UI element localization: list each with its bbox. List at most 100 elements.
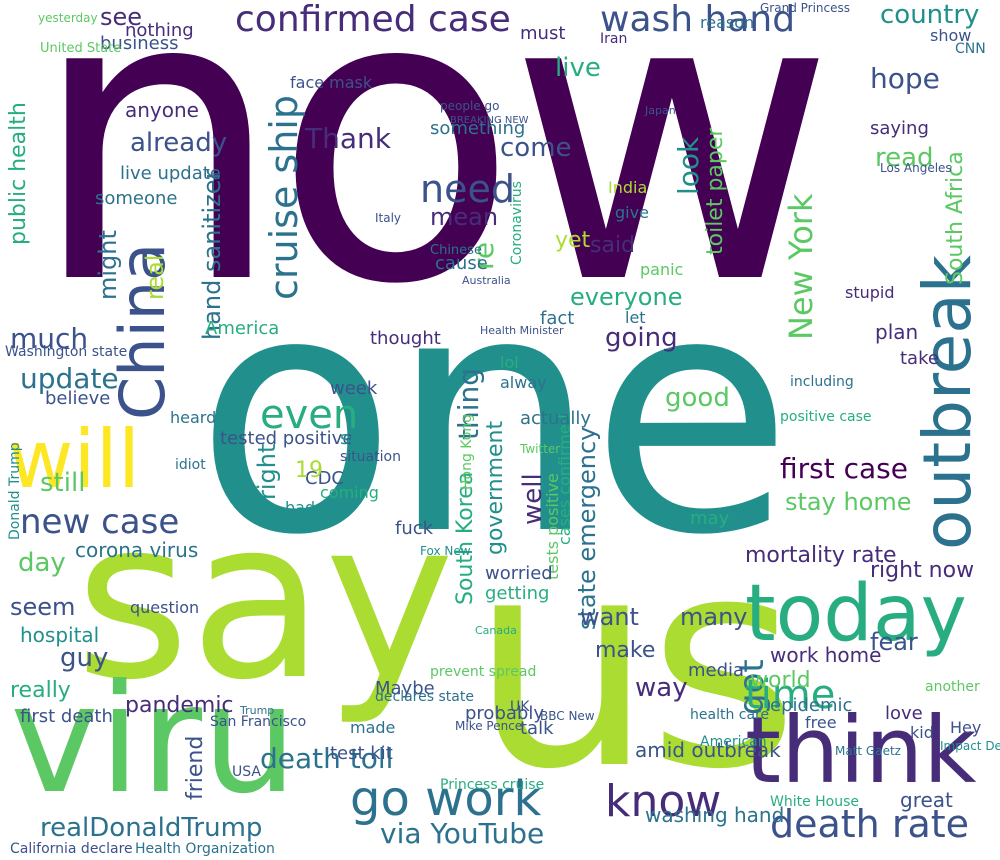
word-bad: bad bbox=[285, 498, 316, 517]
word-kid: kid bbox=[910, 723, 934, 742]
word-right: right bbox=[253, 443, 281, 500]
word-pandemic: pandemic bbox=[125, 693, 234, 718]
word-saying: saying bbox=[870, 118, 929, 139]
word-yet: yet bbox=[555, 228, 591, 253]
word-new-york: New York bbox=[782, 193, 820, 340]
word-san-francisco: San Francisco bbox=[210, 714, 307, 730]
word-health-organization: Health Organization bbox=[135, 841, 275, 857]
word-uk: UK bbox=[510, 699, 530, 715]
word-mike-pence: Mike Pence bbox=[455, 719, 523, 733]
word-government: government bbox=[483, 420, 508, 555]
word-read: read bbox=[875, 143, 934, 173]
word-confirmed-case: confirmed case bbox=[235, 0, 511, 40]
word-see: see bbox=[100, 3, 143, 31]
word-work-home: work home bbox=[770, 643, 882, 667]
word-give: give bbox=[615, 203, 649, 222]
word-seem: seem bbox=[10, 593, 76, 621]
word-someone: someone bbox=[95, 188, 178, 209]
word-say: say bbox=[75, 472, 455, 728]
word-hong-kong: Hong Kong bbox=[459, 413, 475, 490]
word-twitter: Twitter bbox=[520, 442, 561, 456]
word-canada: Canada bbox=[475, 624, 517, 637]
word-believe: believe bbox=[45, 388, 111, 409]
word-bbc-new: BBC New bbox=[540, 709, 595, 723]
word-really: really bbox=[10, 678, 71, 703]
word-health-minister: Health Minister bbox=[480, 324, 564, 337]
word-state-emergency: state emergency bbox=[573, 426, 601, 630]
word-see-2: live bbox=[555, 53, 601, 83]
word-actually: actually bbox=[520, 408, 592, 429]
word-need: need bbox=[420, 167, 515, 211]
word-prevent-spread: prevent spread bbox=[430, 664, 537, 680]
word-hospital: hospital bbox=[20, 623, 100, 647]
word-us: us bbox=[470, 496, 799, 833]
word-getting: getting bbox=[485, 583, 550, 604]
word-update: update bbox=[20, 362, 119, 395]
word-day: day bbox=[18, 548, 66, 578]
word-los-angeles: Los Angeles bbox=[880, 161, 952, 175]
word-make: make bbox=[595, 638, 656, 663]
word-south-korea: South Korea bbox=[453, 471, 478, 605]
word-many: many bbox=[680, 603, 748, 631]
word-chinese: Chinese bbox=[430, 243, 482, 258]
word-italy: Italy bbox=[375, 211, 402, 225]
word-live-update: live update bbox=[120, 163, 221, 184]
word-might: might bbox=[94, 230, 122, 300]
word-take: take bbox=[900, 348, 939, 369]
word-worried: worried bbox=[485, 563, 553, 584]
word-panic: panic bbox=[640, 260, 684, 279]
word-think: think bbox=[745, 697, 977, 804]
word-coming: coming bbox=[320, 483, 379, 502]
word-right-now: right now bbox=[870, 558, 975, 583]
word-one: one bbox=[195, 223, 793, 607]
word-viru: viru bbox=[10, 653, 298, 827]
word-hope: hope bbox=[870, 62, 940, 95]
word-fox-new: Fox New bbox=[420, 544, 471, 558]
word-let: let bbox=[625, 308, 646, 327]
word-united-state: United State bbox=[40, 41, 122, 56]
word-test-kit: test kit bbox=[330, 743, 393, 764]
word-may: may bbox=[690, 508, 730, 529]
word-way: way bbox=[635, 673, 688, 703]
word-everyone: everyone bbox=[570, 283, 683, 311]
word-real: real bbox=[141, 254, 169, 300]
word-people-go: people go bbox=[440, 99, 500, 113]
word-said: said bbox=[590, 233, 636, 258]
word-going: going bbox=[605, 323, 678, 353]
word-breaking-new: BREAKING NEW bbox=[450, 115, 529, 126]
word-shit: shit bbox=[340, 428, 373, 449]
word-trump: Trump bbox=[240, 704, 275, 717]
word-will: will bbox=[8, 413, 141, 506]
word-free: free bbox=[805, 713, 837, 732]
word-cdc: CDC bbox=[305, 468, 344, 489]
word-idiot: idiot bbox=[175, 457, 206, 473]
word-thank: Thank bbox=[305, 122, 391, 155]
word-tested-positive: tested positive bbox=[220, 428, 354, 449]
word-amid-outbreak: amid outbreak bbox=[635, 738, 781, 762]
word-yesterday: yesterday bbox=[38, 11, 98, 25]
word-friend: friend bbox=[183, 735, 208, 800]
word-toilet-paper: toilet paper bbox=[703, 127, 728, 255]
word-world: world bbox=[750, 668, 811, 693]
word-heard: heard bbox=[170, 408, 217, 427]
word-impact-death: Impact Death bbox=[940, 739, 1000, 753]
word-epidemic: epidemic bbox=[770, 695, 853, 716]
word-first-case: first case bbox=[780, 452, 908, 485]
word-fear: fear bbox=[870, 628, 918, 656]
word-matt-gaetz: Matt Gaetz bbox=[835, 744, 901, 758]
word-japan: Japan bbox=[645, 104, 676, 117]
word-nineteen: 19 bbox=[295, 458, 323, 483]
word-white-house: White House bbox=[770, 794, 860, 810]
word-fuck: fuck bbox=[395, 518, 434, 539]
word-declares-state: declares state bbox=[375, 689, 474, 705]
word-even: even bbox=[260, 392, 359, 438]
word-first-death: first death bbox=[20, 706, 113, 727]
word-cruise-ship: cruise ship bbox=[262, 95, 306, 300]
word-made: made bbox=[350, 718, 396, 737]
word-american: American bbox=[700, 734, 767, 750]
word-stay-home: stay home bbox=[785, 488, 912, 516]
word-hand-sanitizer: hand sanitizer bbox=[198, 169, 226, 340]
word-situation: situation bbox=[340, 449, 401, 465]
word-washing-hand: washing hand bbox=[645, 803, 785, 827]
word-already: already bbox=[130, 128, 228, 158]
